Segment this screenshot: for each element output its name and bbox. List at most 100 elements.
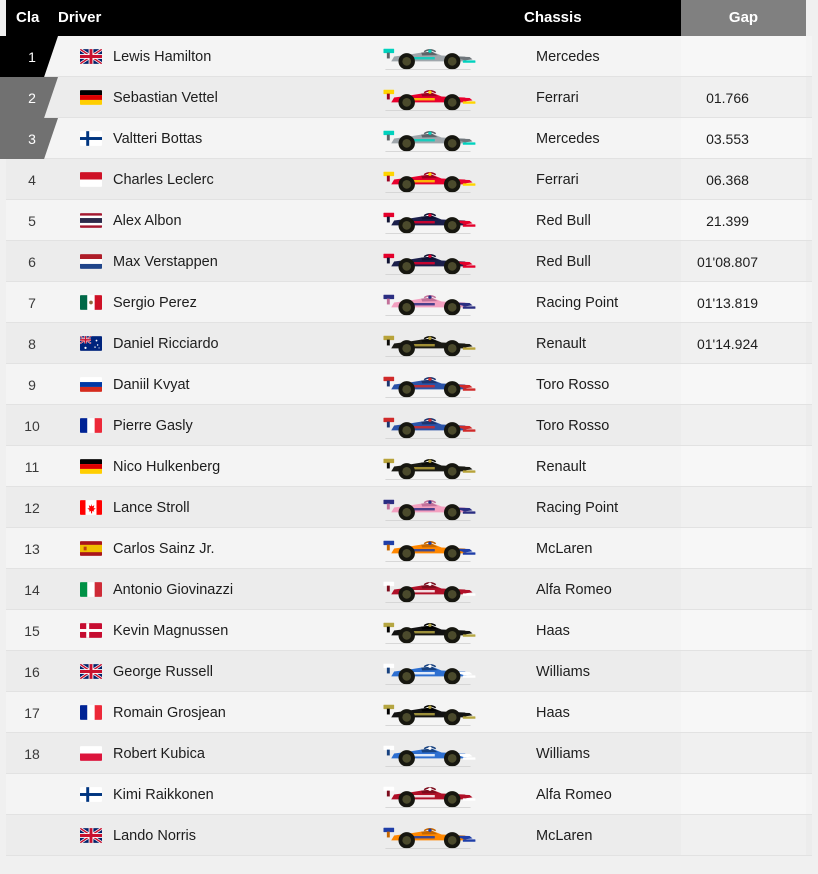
table-row[interactable]: 14 Antonio Giovinazzi <box>6 569 812 610</box>
car-image-cell <box>343 575 513 605</box>
driver-name: Kimi Raikkonen <box>113 786 214 803</box>
flag-mc-icon <box>80 172 102 187</box>
position-number: 5 <box>28 212 36 229</box>
gap-cell-background <box>681 733 806 774</box>
driver-cell[interactable]: Lance Stroll <box>58 500 343 516</box>
gap-cell-background <box>681 405 806 446</box>
column-header-chassis[interactable]: Chassis <box>524 9 582 26</box>
driver-cell[interactable]: Sebastian Vettel <box>58 90 343 106</box>
table-row[interactable]: 13 Carlos Sainz Jr. <box>6 528 812 569</box>
car-redbull-image <box>378 247 478 277</box>
table-row[interactable]: 17 Romain Grosjean <box>6 692 812 733</box>
chassis-name: Racing Point <box>536 499 619 516</box>
position-number: 13 <box>24 540 40 557</box>
table-row[interactable]: Lando Norris McLaren <box>6 815 812 856</box>
table-row[interactable]: 5 Alex Albon <box>6 200 812 241</box>
chassis-name: McLaren <box>536 540 593 557</box>
car-image-cell <box>343 83 513 113</box>
car-image-cell <box>343 288 513 318</box>
position-cell: 14 <box>6 569 58 610</box>
table-row[interactable]: 6 Max Verstappen <box>6 241 812 282</box>
driver-name: Carlos Sainz Jr. <box>113 540 215 557</box>
driver-cell[interactable]: Robert Kubica <box>58 746 343 762</box>
car-haas-image <box>378 616 478 646</box>
car-mclaren-image <box>378 821 478 851</box>
position-cell: 7 <box>6 282 58 323</box>
chassis-name: Mercedes <box>536 48 600 65</box>
car-image-cell <box>343 370 513 400</box>
position-cell <box>6 774 58 815</box>
driver-cell[interactable]: Pierre Gasly <box>58 418 343 434</box>
position-cell: 10 <box>6 405 58 446</box>
driver-cell[interactable]: Valtteri Bottas <box>58 131 343 147</box>
position-number: 7 <box>28 294 36 311</box>
gap-value: 06.368 <box>706 171 749 188</box>
table-row[interactable]: 15 Kevin Magnussen <box>6 610 812 651</box>
column-header-driver[interactable]: Driver <box>58 9 102 26</box>
gap-value: 03.553 <box>706 130 749 147</box>
position-number: 18 <box>24 745 40 762</box>
table-row[interactable]: 18 Robert Kubica Wi <box>6 733 812 774</box>
chassis-name: Ferrari <box>536 89 579 106</box>
driver-cell[interactable]: Antonio Giovinazzi <box>58 582 343 598</box>
car-racingpoint-image <box>378 288 478 318</box>
driver-cell[interactable]: George Russell <box>58 664 343 680</box>
table-row[interactable]: 4 Charles Leclerc F <box>6 159 812 200</box>
car-image-cell <box>343 534 513 564</box>
driver-name: Pierre Gasly <box>113 417 193 434</box>
driver-cell[interactable]: Alex Albon <box>58 213 343 229</box>
driver-name: Valtteri Bottas <box>113 130 203 147</box>
car-ferrari-image <box>378 83 478 113</box>
table-row[interactable]: 3 Valtteri Bottas <box>0 118 812 159</box>
driver-name: Sergio Perez <box>113 294 197 311</box>
flag-mx-icon <box>80 295 102 310</box>
position-cell: 5 <box>6 200 58 241</box>
driver-cell[interactable]: Romain Grosjean <box>58 705 343 721</box>
table-row[interactable]: 2 Sebastian Vettel <box>0 77 812 118</box>
table-row[interactable]: 12 Lance Stroll <box>6 487 812 528</box>
position-number: 11 <box>24 458 40 475</box>
gap-value: 01.766 <box>706 89 749 106</box>
driver-cell[interactable]: Max Verstappen <box>58 254 343 270</box>
driver-cell[interactable]: Daniil Kvyat <box>58 377 343 393</box>
chassis-name: Red Bull <box>536 212 591 229</box>
table-row[interactable]: Kimi Raikkonen Alfa Romeo <box>6 774 812 815</box>
table-row[interactable]: 9 Daniil Kvyat <box>6 364 812 405</box>
car-image-cell <box>343 206 513 236</box>
driver-cell[interactable]: Sergio Perez <box>58 295 343 311</box>
driver-cell[interactable]: Charles Leclerc <box>58 172 343 188</box>
driver-name: Sebastian Vettel <box>113 89 218 106</box>
car-image-cell <box>343 452 513 482</box>
flag-au-icon <box>80 336 102 351</box>
driver-cell[interactable]: Carlos Sainz Jr. <box>58 541 343 557</box>
driver-cell[interactable]: Kimi Raikkonen <box>58 787 343 803</box>
car-alfaromeo-image <box>378 780 478 810</box>
position-number: 1 <box>28 48 36 65</box>
table-row[interactable]: 11 Nico Hulkenberg <box>6 446 812 487</box>
table-row[interactable]: 10 Pierre Gasly <box>6 405 812 446</box>
position-number: 15 <box>24 622 40 639</box>
car-image-cell <box>343 698 513 728</box>
driver-cell[interactable]: Nico Hulkenberg <box>58 459 343 475</box>
chassis-name: Alfa Romeo <box>536 581 612 598</box>
driver-cell[interactable]: Kevin Magnussen <box>58 623 343 639</box>
driver-name: Daniel Ricciardo <box>113 335 219 352</box>
gap-cell-background <box>681 36 806 77</box>
gap-cell-background <box>681 692 806 733</box>
position-cell: 2 <box>0 77 58 118</box>
table-row[interactable]: 7 Sergio Perez <box>6 282 812 323</box>
gap-cell-background <box>681 159 806 200</box>
table-row[interactable]: 1 Lewis Hamilton <box>0 36 812 77</box>
table-row[interactable]: 16 George Russell <box>6 651 812 692</box>
flag-nl-icon <box>80 254 102 269</box>
car-haas-image <box>378 698 478 728</box>
flag-it-icon <box>80 582 102 597</box>
driver-cell[interactable]: Daniel Ricciardo <box>58 336 343 352</box>
driver-cell[interactable]: Lewis Hamilton <box>58 49 343 65</box>
chassis-name: McLaren <box>536 827 593 844</box>
column-header-gap[interactable]: Gap <box>728 9 759 26</box>
car-image-cell <box>343 165 513 195</box>
driver-cell[interactable]: Lando Norris <box>58 828 343 844</box>
column-header-cla[interactable]: Cla <box>16 9 40 26</box>
table-row[interactable]: 8 Daniel Ricciardo <box>6 323 812 364</box>
